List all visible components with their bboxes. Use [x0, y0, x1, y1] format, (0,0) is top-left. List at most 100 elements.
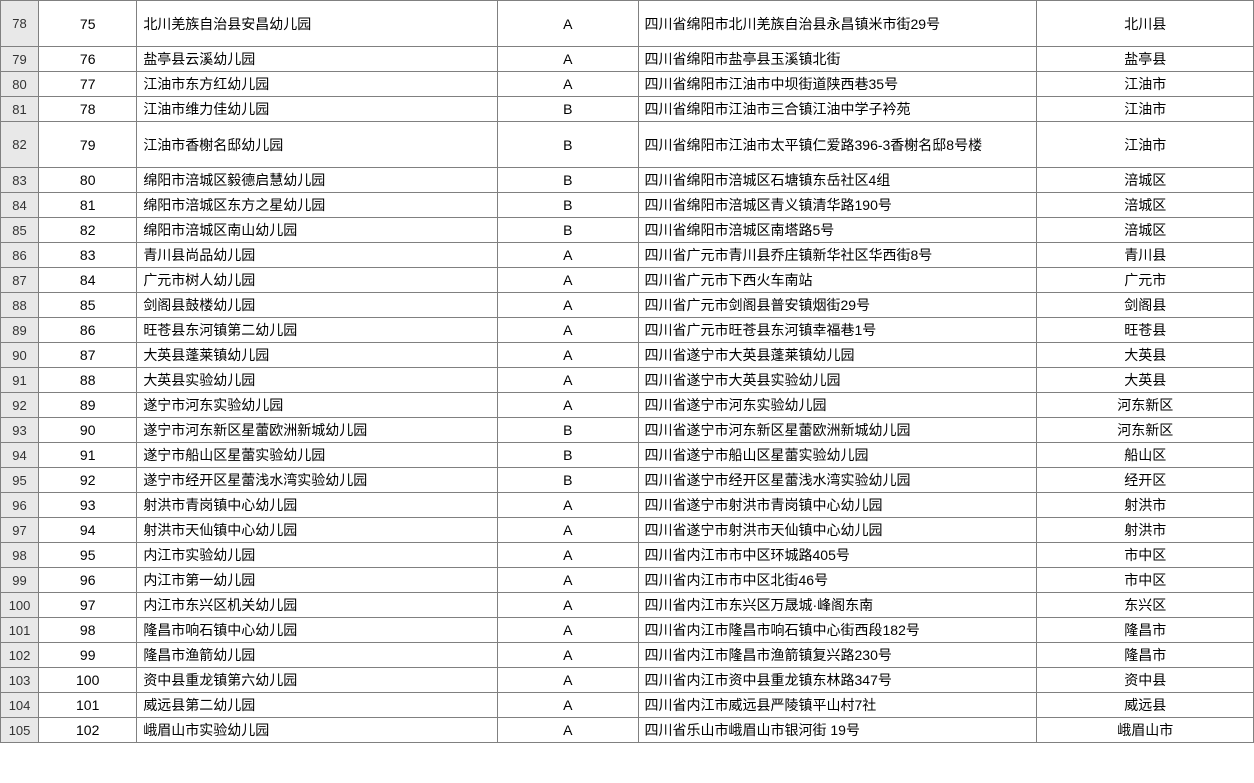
- cell-grade[interactable]: B: [498, 193, 638, 218]
- cell-county[interactable]: 旺苍县: [1037, 318, 1254, 343]
- row-header[interactable]: 102: [1, 643, 39, 668]
- cell-name[interactable]: 威远县第二幼儿园: [137, 693, 498, 718]
- cell-county[interactable]: 江油市: [1037, 72, 1254, 97]
- cell-name[interactable]: 遂宁市船山区星蕾实验幼儿园: [137, 443, 498, 468]
- cell-name[interactable]: 遂宁市河东实验幼儿园: [137, 393, 498, 418]
- cell-county[interactable]: 东兴区: [1037, 593, 1254, 618]
- cell-grade[interactable]: A: [498, 593, 638, 618]
- cell-name[interactable]: 资中县重龙镇第六幼儿园: [137, 668, 498, 693]
- cell-name[interactable]: 北川羌族自治县安昌幼儿园: [137, 1, 498, 47]
- cell-seq[interactable]: 93: [39, 493, 137, 518]
- cell-name[interactable]: 广元市树人幼儿园: [137, 268, 498, 293]
- cell-name[interactable]: 旺苍县东河镇第二幼儿园: [137, 318, 498, 343]
- row-header[interactable]: 84: [1, 193, 39, 218]
- cell-county[interactable]: 涪城区: [1037, 193, 1254, 218]
- cell-address[interactable]: 四川省遂宁市射洪市青岗镇中心幼儿园: [638, 493, 1037, 518]
- row-header[interactable]: 85: [1, 218, 39, 243]
- cell-county[interactable]: 河东新区: [1037, 418, 1254, 443]
- row-header[interactable]: 91: [1, 368, 39, 393]
- cell-name[interactable]: 隆昌市渔箭幼儿园: [137, 643, 498, 668]
- cell-grade[interactable]: B: [498, 122, 638, 168]
- cell-county[interactable]: 河东新区: [1037, 393, 1254, 418]
- row-header[interactable]: 94: [1, 443, 39, 468]
- cell-address[interactable]: 四川省内江市隆昌市响石镇中心街西段182号: [638, 618, 1037, 643]
- cell-grade[interactable]: A: [498, 243, 638, 268]
- cell-address[interactable]: 四川省绵阳市盐亭县玉溪镇北街: [638, 47, 1037, 72]
- cell-address[interactable]: 四川省绵阳市涪城区石塘镇东岳社区4组: [638, 168, 1037, 193]
- cell-name[interactable]: 峨眉山市实验幼儿园: [137, 718, 498, 743]
- cell-seq[interactable]: 85: [39, 293, 137, 318]
- cell-seq[interactable]: 83: [39, 243, 137, 268]
- cell-name[interactable]: 射洪市天仙镇中心幼儿园: [137, 518, 498, 543]
- cell-seq[interactable]: 86: [39, 318, 137, 343]
- cell-grade[interactable]: A: [498, 718, 638, 743]
- cell-address[interactable]: 四川省内江市东兴区万晟城·峰阁东南: [638, 593, 1037, 618]
- cell-seq[interactable]: 80: [39, 168, 137, 193]
- cell-address[interactable]: 四川省内江市资中县重龙镇东林路347号: [638, 668, 1037, 693]
- cell-grade[interactable]: A: [498, 343, 638, 368]
- cell-county[interactable]: 盐亭县: [1037, 47, 1254, 72]
- cell-county[interactable]: 船山区: [1037, 443, 1254, 468]
- cell-county[interactable]: 经开区: [1037, 468, 1254, 493]
- cell-grade[interactable]: A: [498, 393, 638, 418]
- cell-name[interactable]: 江油市香榭名邸幼儿园: [137, 122, 498, 168]
- row-header[interactable]: 92: [1, 393, 39, 418]
- cell-grade[interactable]: B: [498, 418, 638, 443]
- cell-name[interactable]: 剑阁县鼓楼幼儿园: [137, 293, 498, 318]
- cell-address[interactable]: 四川省绵阳市江油市中坝街道陕西巷35号: [638, 72, 1037, 97]
- cell-seq[interactable]: 84: [39, 268, 137, 293]
- cell-county[interactable]: 大英县: [1037, 343, 1254, 368]
- row-header[interactable]: 100: [1, 593, 39, 618]
- cell-address[interactable]: 四川省绵阳市涪城区青义镇清华路190号: [638, 193, 1037, 218]
- cell-county[interactable]: 资中县: [1037, 668, 1254, 693]
- cell-address[interactable]: 四川省绵阳市江油市太平镇仁爱路396-3香榭名邸8号楼: [638, 122, 1037, 168]
- cell-name[interactable]: 盐亭县云溪幼儿园: [137, 47, 498, 72]
- row-header[interactable]: 87: [1, 268, 39, 293]
- row-header[interactable]: 105: [1, 718, 39, 743]
- cell-name[interactable]: 内江市第一幼儿园: [137, 568, 498, 593]
- cell-grade[interactable]: B: [498, 443, 638, 468]
- cell-name[interactable]: 隆昌市响石镇中心幼儿园: [137, 618, 498, 643]
- cell-grade[interactable]: A: [498, 618, 638, 643]
- cell-address[interactable]: 四川省绵阳市北川羌族自治县永昌镇米市街29号: [638, 1, 1037, 47]
- cell-name[interactable]: 内江市东兴区机关幼儿园: [137, 593, 498, 618]
- cell-grade[interactable]: A: [498, 318, 638, 343]
- cell-address[interactable]: 四川省广元市青川县乔庄镇新华社区华西街8号: [638, 243, 1037, 268]
- cell-address[interactable]: 四川省乐山市峨眉山市银河街 19号: [638, 718, 1037, 743]
- cell-name[interactable]: 绵阳市涪城区南山幼儿园: [137, 218, 498, 243]
- cell-address[interactable]: 四川省广元市剑阁县普安镇烟街29号: [638, 293, 1037, 318]
- cell-grade[interactable]: A: [498, 568, 638, 593]
- cell-name[interactable]: 江油市东方红幼儿园: [137, 72, 498, 97]
- cell-seq[interactable]: 99: [39, 643, 137, 668]
- cell-seq[interactable]: 91: [39, 443, 137, 468]
- cell-seq[interactable]: 98: [39, 618, 137, 643]
- cell-address[interactable]: 四川省内江市市中区北街46号: [638, 568, 1037, 593]
- cell-name[interactable]: 大英县蓬莱镇幼儿园: [137, 343, 498, 368]
- row-header[interactable]: 88: [1, 293, 39, 318]
- cell-seq[interactable]: 75: [39, 1, 137, 47]
- cell-seq[interactable]: 90: [39, 418, 137, 443]
- cell-seq[interactable]: 78: [39, 97, 137, 122]
- cell-county[interactable]: 峨眉山市: [1037, 718, 1254, 743]
- cell-address[interactable]: 四川省内江市市中区环城路405号: [638, 543, 1037, 568]
- cell-seq[interactable]: 97: [39, 593, 137, 618]
- cell-seq[interactable]: 81: [39, 193, 137, 218]
- cell-county[interactable]: 射洪市: [1037, 493, 1254, 518]
- cell-address[interactable]: 四川省广元市下西火车南站: [638, 268, 1037, 293]
- row-header[interactable]: 103: [1, 668, 39, 693]
- cell-address[interactable]: 四川省遂宁市大英县蓬莱镇幼儿园: [638, 343, 1037, 368]
- cell-name[interactable]: 大英县实验幼儿园: [137, 368, 498, 393]
- cell-county[interactable]: 大英县: [1037, 368, 1254, 393]
- cell-grade[interactable]: A: [498, 668, 638, 693]
- cell-name[interactable]: 遂宁市河东新区星蕾欧洲新城幼儿园: [137, 418, 498, 443]
- row-header[interactable]: 98: [1, 543, 39, 568]
- cell-address[interactable]: 四川省遂宁市河东新区星蕾欧洲新城幼儿园: [638, 418, 1037, 443]
- cell-seq[interactable]: 76: [39, 47, 137, 72]
- cell-grade[interactable]: A: [498, 47, 638, 72]
- cell-county[interactable]: 射洪市: [1037, 518, 1254, 543]
- cell-address[interactable]: 四川省遂宁市经开区星蕾浅水湾实验幼儿园: [638, 468, 1037, 493]
- row-header[interactable]: 80: [1, 72, 39, 97]
- cell-seq[interactable]: 95: [39, 543, 137, 568]
- cell-grade[interactable]: B: [498, 168, 638, 193]
- cell-seq[interactable]: 94: [39, 518, 137, 543]
